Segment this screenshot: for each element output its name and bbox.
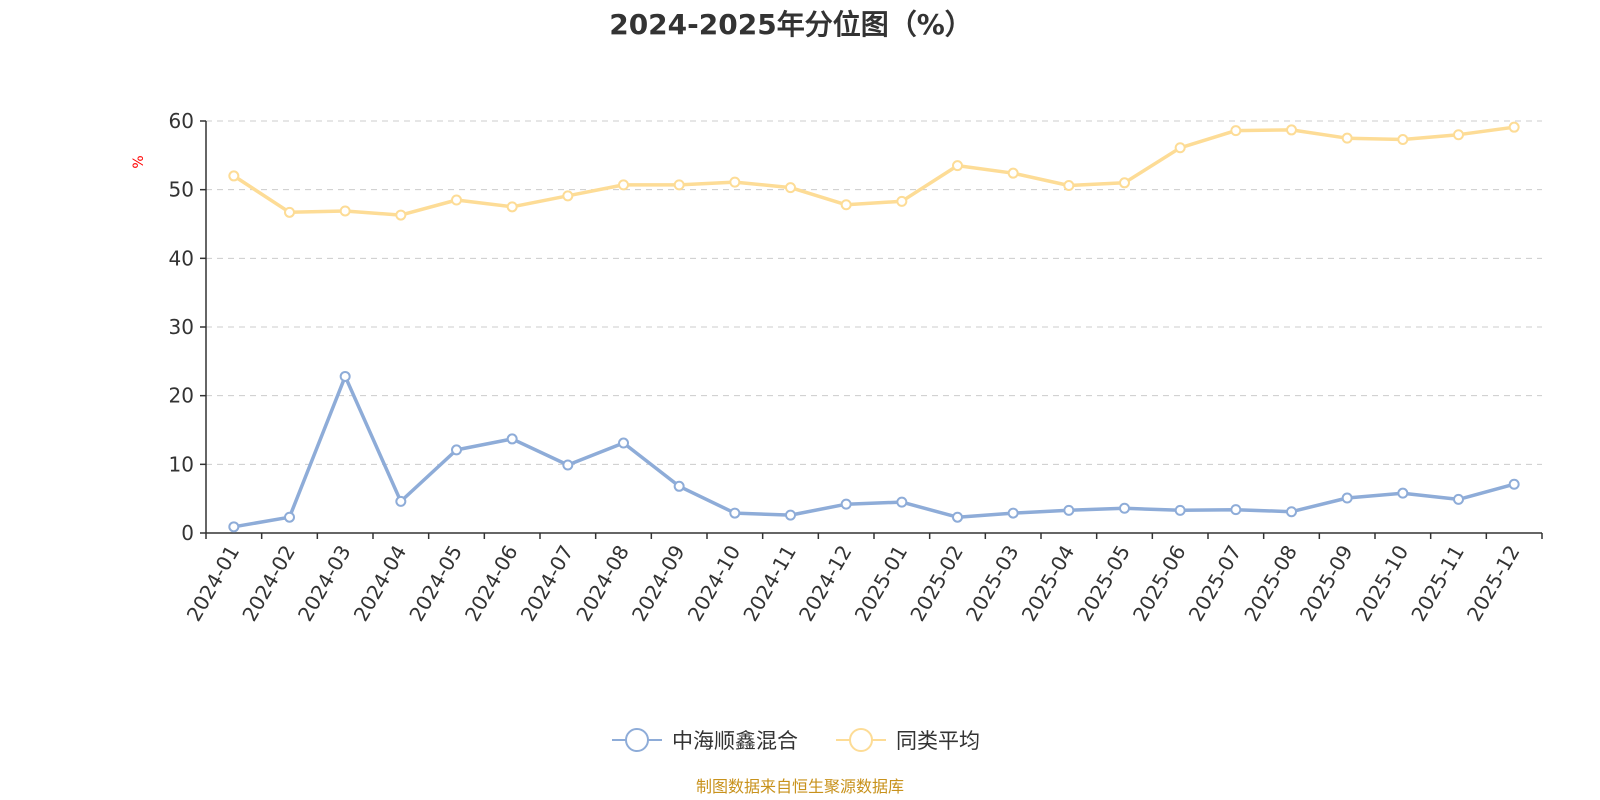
data-point-1-2024-08[interactable] — [618, 179, 629, 191]
x-tick-label-2024-05: 2024-05 — [404, 541, 467, 625]
data-point-1-2025-03[interactable] — [1007, 167, 1019, 179]
data-point-1-2024-10[interactable] — [729, 176, 741, 188]
y-axis-unit: % — [131, 155, 147, 168]
x-tick-label-2025-03: 2025-03 — [961, 541, 1024, 625]
x-tick-label-2024-10: 2024-10 — [683, 541, 746, 625]
y-tick-label-40: 40 — [169, 246, 194, 270]
data-point-1-2024-01[interactable] — [228, 170, 240, 182]
data-point-1-2025-01[interactable] — [896, 195, 908, 207]
data-point-1-2024-06[interactable] — [506, 201, 518, 213]
x-tick-label-2024-04: 2024-04 — [349, 541, 412, 625]
data-point-0-2024-02[interactable] — [284, 511, 295, 523]
data-point-1-2024-09[interactable] — [673, 179, 685, 191]
grid-lines — [206, 120, 1542, 465]
x-tick-label-2025-05: 2025-05 — [1072, 541, 1135, 625]
data-point-0-2025-02[interactable] — [952, 511, 963, 523]
x-tick-label-2025-01: 2025-01 — [850, 541, 913, 625]
x-tick-label-2024-01: 2024-01 — [182, 541, 245, 625]
data-point-0-2024-08[interactable] — [618, 437, 629, 449]
data-point-0-2024-09[interactable] — [673, 480, 685, 492]
y-tick-label-50: 50 — [169, 178, 194, 202]
y-tick-label-30: 30 — [169, 315, 194, 339]
data-point-0-2025-03[interactable] — [1007, 507, 1019, 519]
data-point-0-2024-03[interactable] — [339, 370, 351, 382]
data-point-0-2025-11[interactable] — [1453, 493, 1464, 505]
legend-label-0: 中海顺鑫混合 — [672, 729, 798, 753]
series-line-0 — [232, 374, 1516, 529]
data-point-1-2025-11[interactable] — [1453, 129, 1464, 141]
x-tick-label-2024-07: 2024-07 — [516, 541, 579, 625]
x-tick-label-2025-06: 2025-06 — [1128, 541, 1191, 625]
y-tick-label-10: 10 — [169, 452, 194, 476]
x-tick-label-2025-08: 2025-08 — [1239, 541, 1302, 625]
data-point-1-2025-09[interactable] — [1341, 132, 1353, 144]
data-point-0-2024-06[interactable] — [506, 433, 518, 445]
y-tick-label-60: 60 — [169, 109, 194, 133]
x-tick-label-2024-09: 2024-09 — [627, 541, 690, 625]
legend-label-1: 同类平均 — [896, 729, 980, 753]
data-point-1-2024-11[interactable] — [785, 182, 796, 194]
data-point-0-2024-10[interactable] — [729, 507, 741, 519]
legend-item-1[interactable]: 同类平均 — [836, 728, 980, 753]
data-point-1-2024-04[interactable] — [395, 209, 407, 221]
data-point-1-2025-12[interactable] — [1508, 121, 1520, 133]
x-tick-label-2025-07: 2025-07 — [1184, 541, 1247, 625]
data-point-0-2025-05[interactable] — [1119, 502, 1130, 514]
x-tick-label-2024-02: 2024-02 — [237, 541, 300, 625]
data-point-1-2025-07[interactable] — [1230, 125, 1242, 137]
x-tick-label-2025-10: 2025-10 — [1351, 541, 1414, 625]
data-point-0-2024-05[interactable] — [451, 444, 462, 456]
legend[interactable]: 中海顺鑫混合 同类平均 — [612, 728, 980, 753]
legend-swatch-marker-1 — [849, 728, 873, 752]
data-point-1-2024-05[interactable] — [451, 194, 462, 206]
data-point-0-2025-12[interactable] — [1508, 478, 1520, 490]
data-point-0-2025-01[interactable] — [896, 496, 908, 508]
data-point-1-2025-10[interactable] — [1397, 134, 1409, 146]
axes: 01020304050602024-012024-022024-032024-0… — [169, 109, 1543, 625]
x-tick-label-2024-12: 2024-12 — [794, 541, 857, 625]
data-point-1-2024-07[interactable] — [562, 190, 574, 202]
legend-item-0[interactable]: 中海顺鑫混合 — [612, 728, 798, 753]
data-point-0-2025-04[interactable] — [1063, 504, 1075, 516]
data-source-note: 制图数据来自恒生聚源数据库 — [696, 777, 904, 796]
data-point-0-2024-04[interactable] — [395, 495, 407, 507]
y-tick-label-20: 20 — [169, 384, 194, 408]
data-point-0-2025-08[interactable] — [1286, 506, 1297, 518]
x-tick-label-2024-08: 2024-08 — [571, 541, 634, 625]
data-point-0-2025-09[interactable] — [1341, 492, 1353, 504]
data-point-0-2024-07[interactable] — [562, 459, 574, 471]
data-point-0-2025-07[interactable] — [1230, 504, 1242, 516]
x-tick-label-2025-02: 2025-02 — [905, 541, 968, 625]
x-tick-label-2024-11: 2024-11 — [738, 541, 801, 625]
data-point-1-2024-03[interactable] — [339, 205, 351, 217]
data-point-1-2025-02[interactable] — [952, 160, 963, 172]
data-point-1-2025-05[interactable] — [1119, 177, 1130, 189]
data-point-0-2024-01[interactable] — [228, 521, 240, 533]
x-tick-label-2025-09: 2025-09 — [1295, 541, 1358, 625]
x-tick-label-2024-03: 2024-03 — [293, 541, 356, 625]
series-layer — [228, 121, 1520, 533]
data-point-0-2025-06[interactable] — [1174, 504, 1186, 516]
series-line-1 — [232, 125, 1516, 217]
data-point-1-2025-04[interactable] — [1063, 180, 1075, 192]
data-point-1-2025-08[interactable] — [1286, 124, 1297, 136]
data-point-1-2025-06[interactable] — [1174, 142, 1186, 154]
data-point-0-2024-12[interactable] — [840, 498, 852, 510]
x-tick-label-2025-12: 2025-12 — [1462, 541, 1525, 625]
y-tick-label-0: 0 — [181, 521, 194, 545]
legend-swatch-marker-0 — [625, 728, 649, 752]
data-point-1-2024-02[interactable] — [284, 206, 295, 218]
x-tick-label-2025-04: 2025-04 — [1017, 541, 1080, 625]
chart-title: 2024-2025年分位图（%） — [609, 8, 973, 41]
data-point-0-2024-11[interactable] — [785, 509, 796, 521]
x-tick-label-2025-11: 2025-11 — [1406, 541, 1469, 625]
data-point-0-2025-10[interactable] — [1397, 487, 1409, 499]
x-tick-label-2024-06: 2024-06 — [460, 541, 523, 625]
data-point-1-2024-12[interactable] — [840, 199, 852, 211]
